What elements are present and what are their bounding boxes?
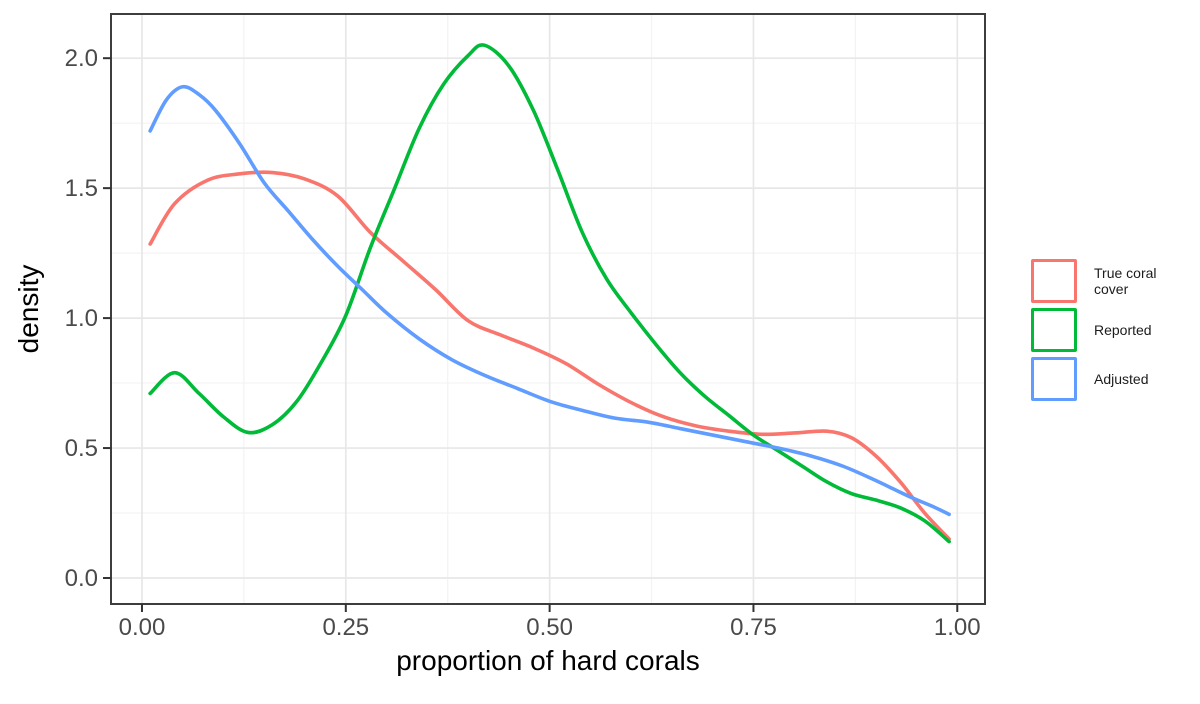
legend: True coral cover Reported Adjusted	[1031, 259, 1172, 401]
legend-item-reported: Reported	[1031, 308, 1172, 352]
x-tick-label: 0.75	[730, 614, 777, 641]
grid-layer	[111, 14, 985, 604]
panel-background	[111, 14, 985, 604]
y-tick-label: 0.5	[65, 435, 98, 462]
series-line-reported	[148, 43, 951, 544]
legend-label: Reported	[1094, 321, 1152, 338]
axis-layer: 0.00 0.25 0.50 0.75 1.00 0.0 0.5 1.0 1.5 2.0	[65, 13, 986, 641]
y-tick-label: 0.0	[65, 565, 98, 592]
legend-key-swatch	[1031, 259, 1077, 303]
legend-label: True coral cover	[1094, 264, 1157, 297]
y-tick-label: 1.0	[65, 305, 98, 332]
y-axis-title: density	[13, 265, 44, 354]
series-layer	[148, 43, 951, 544]
legend-key-swatch	[1031, 357, 1077, 401]
legend-item-true-coral-cover: True coral cover	[1031, 259, 1172, 303]
y-tick-label: 2.0	[65, 45, 98, 72]
y-tick-label: 1.5	[65, 175, 98, 202]
legend-key-swatch	[1031, 308, 1077, 352]
legend-item-adjusted: Adjusted	[1031, 357, 1172, 401]
panel-border	[110, 13, 986, 605]
series-line-adjusted	[148, 84, 951, 517]
x-tick-label: 0.25	[322, 614, 369, 641]
x-tick-label: 1.00	[934, 614, 981, 641]
legend-label: Adjusted	[1094, 370, 1149, 387]
x-tick-label: 0.00	[119, 614, 166, 641]
x-tick-label: 0.50	[526, 614, 573, 641]
x-axis-title: proportion of hard corals	[396, 645, 700, 676]
series-line-true-coral-cover	[148, 170, 951, 541]
